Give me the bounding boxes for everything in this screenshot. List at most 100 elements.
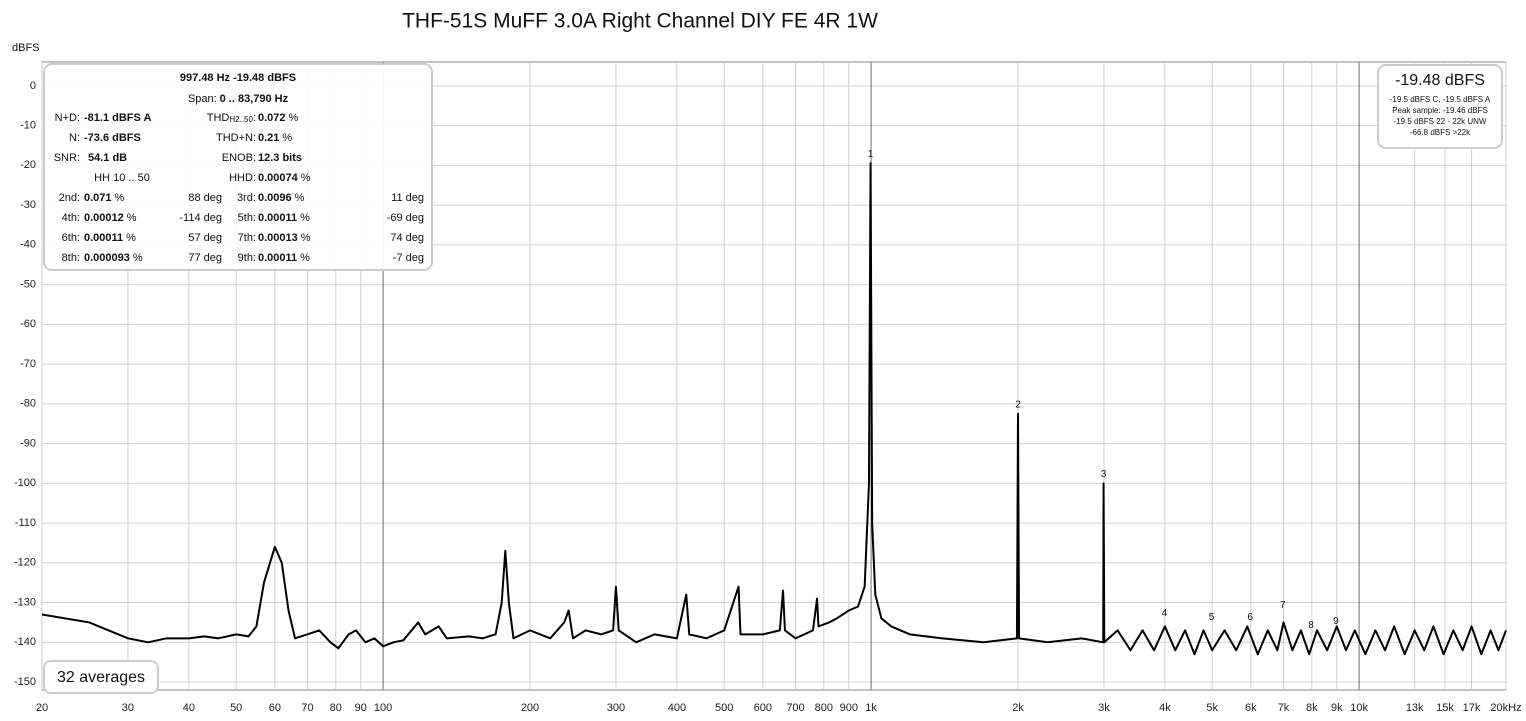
x-tick-label: 5k <box>1206 702 1218 714</box>
unit: % <box>127 212 137 224</box>
x-tick-label: 4k <box>1159 702 1171 714</box>
y-tick-label: -150 <box>14 676 36 688</box>
readout-frame <box>1377 64 1503 149</box>
x-tick-label: 400 <box>668 702 686 714</box>
averages-box: 32 averages <box>43 660 159 694</box>
harmonic-value: 0.00012% <box>84 212 137 224</box>
x-tick-label: 20 <box>36 702 48 714</box>
y-tick-label: -60 <box>20 318 36 330</box>
value: 0.00011 <box>258 212 297 224</box>
info-label: THDH2..50: <box>207 112 256 124</box>
y-tick-label: -70 <box>20 358 36 370</box>
chart-title: THF-51S MuFF 3.0A Right Channel DIY FE 4… <box>402 10 878 33</box>
x-tick-label: 50 <box>230 702 242 714</box>
unit: % <box>282 132 292 144</box>
info-value: 0.21% <box>258 132 292 144</box>
readout-box: -19.48 dBFS -19.5 dBFS C, -19.5 dBFS A Pe… <box>1377 64 1503 149</box>
x-tick-label: 2k <box>1012 702 1024 714</box>
info-box: 997.48 Hz -19.48 dBFS Span: 0 .. 83,790 H… <box>43 63 433 271</box>
harmonic-name: 5th: <box>238 212 256 224</box>
x-tick-label: 100 <box>374 702 392 714</box>
x-tick-label: 17k <box>1463 702 1481 714</box>
x-tick-label: 7k <box>1278 702 1290 714</box>
harmonic-label: 9 <box>1333 616 1339 627</box>
harmonic-label: 5 <box>1209 612 1215 623</box>
x-tick-label: 500 <box>715 702 733 714</box>
info-label: HHD: <box>229 172 256 184</box>
harmonic-phase: 74 deg <box>390 232 424 244</box>
harmonic-name: 4th: <box>62 212 80 224</box>
unit: % <box>289 112 299 124</box>
harmonic-value: 0.00011% <box>258 212 310 224</box>
y-tick-label: 0 <box>30 80 36 92</box>
readout-line: -66.8 dBFS >22k <box>1410 128 1471 137</box>
value: 0.00011 <box>84 232 123 244</box>
info-value: 54.1 dB <box>88 152 127 164</box>
info-label: THD+N: <box>216 132 256 144</box>
harmonic-name: 9th: <box>238 252 256 264</box>
value: 0.00012 <box>84 212 124 224</box>
x-tick-label: 6k <box>1245 702 1257 714</box>
readout-line: Peak sample: -19.46 dBFS <box>1392 106 1488 115</box>
harmonic-label: 7 <box>1280 600 1286 611</box>
harmonic-name: 8th: <box>62 252 80 264</box>
span-value: 0 .. 83,790 Hz <box>220 93 289 105</box>
value: 0.00011 <box>258 252 297 264</box>
info-value: 12.3 bits <box>258 152 302 164</box>
info-label: SNR: <box>54 152 80 164</box>
harmonic-value: 0.00011% <box>258 252 310 264</box>
y-tick-label: -10 <box>20 120 36 132</box>
x-tick-label: 20kHz <box>1490 702 1521 714</box>
y-tick-label: -140 <box>14 636 36 648</box>
unit: % <box>300 212 310 224</box>
x-tick-label: 80 <box>330 702 342 714</box>
info-box-frame <box>43 63 433 271</box>
harmonic-label: 6 <box>1247 612 1253 623</box>
harmonic-rows: 2nd: 0.071% 88 deg 3rd: 0.0096% 11 deg 4th: 0.0… <box>59 192 424 264</box>
info-header: 997.48 Hz -19.48 dBFS <box>180 72 296 84</box>
harmonic-label: 4 <box>1162 608 1168 619</box>
readout-line: -19.5 dBFS 22 - 22k UNW <box>1394 117 1487 126</box>
harmonic-name: 7th: <box>238 232 256 244</box>
harmonic-label: 8 <box>1308 620 1314 631</box>
info-value: 0.00074% <box>258 172 311 184</box>
x-tick-label: 40 <box>183 702 195 714</box>
span-label: Span: <box>188 93 217 105</box>
x-tick-label: 70 <box>301 702 313 714</box>
x-tick-label: 200 <box>521 702 539 714</box>
x-tick-label: 13k <box>1406 702 1424 714</box>
x-tick-label: 300 <box>607 702 625 714</box>
averages: 32 averages <box>57 669 145 686</box>
unit: % <box>301 232 311 244</box>
harmonic-phase: -7 deg <box>393 252 424 264</box>
x-tick-label: 30 <box>122 702 134 714</box>
y-tick-label: -100 <box>14 477 36 489</box>
y-tick-label: -120 <box>14 557 36 569</box>
harmonic-value: 0.071% <box>84 192 125 204</box>
x-tick-label: 800 <box>815 702 833 714</box>
thd-colon: : <box>253 112 256 124</box>
y-tick-label: -30 <box>20 199 36 211</box>
harmonic-phase: -114 deg <box>179 212 222 224</box>
info-value: -73.6 dBFS <box>84 132 141 144</box>
y-tick-label: -110 <box>15 517 36 529</box>
unit: % <box>295 192 305 204</box>
x-tick-label: 700 <box>786 702 804 714</box>
harmonic-phase: -69 deg <box>387 212 424 224</box>
x-tick-label: 9k <box>1331 702 1343 714</box>
value: 0.00013 <box>258 232 298 244</box>
harmonic-label: 2 <box>1015 399 1021 410</box>
info-value: -81.1 dBFS A <box>84 112 151 124</box>
x-tick-label: 3k <box>1098 702 1110 714</box>
harmonic-phase: 88 deg <box>188 192 222 204</box>
x-tick-label: 600 <box>754 702 772 714</box>
harmonic-value: 0.00013% <box>258 232 311 244</box>
readout-level: -19.48 dBFS <box>1395 72 1485 89</box>
y-tick-label: -80 <box>20 398 36 410</box>
x-tick-label: 8k <box>1306 702 1318 714</box>
plot: 1 2 3 4 5 6 7 8 9 <box>41 149 1507 656</box>
info-label: HH 10 .. 50 <box>94 172 150 184</box>
x-tick-label: 10k <box>1350 702 1368 714</box>
value: 0.21 <box>258 132 279 144</box>
x-tick-label: 90 <box>355 702 367 714</box>
